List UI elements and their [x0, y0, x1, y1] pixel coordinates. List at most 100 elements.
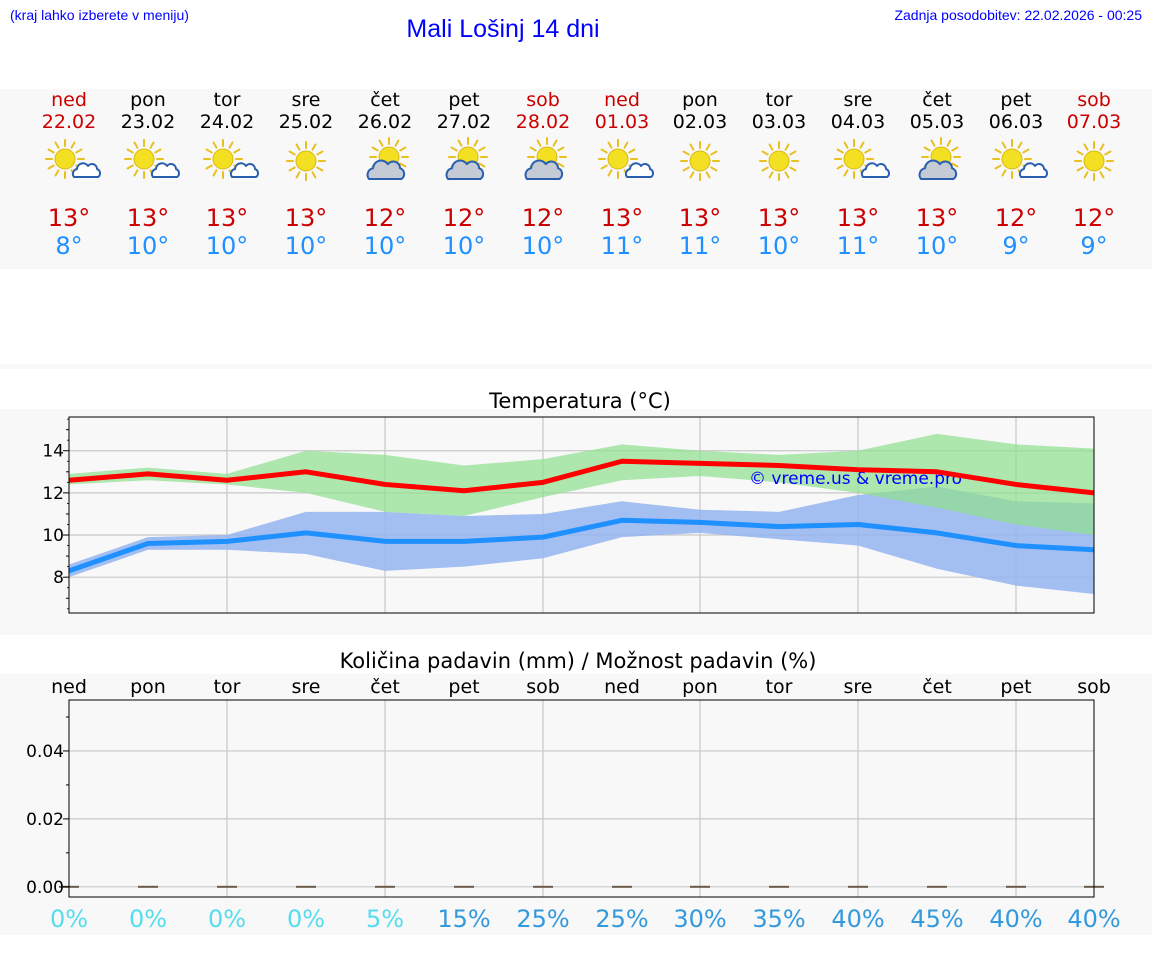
temperature-lines — [68, 458, 1095, 574]
sun-icon — [680, 141, 720, 181]
day-label: ned — [51, 676, 87, 698]
precip-bar — [690, 885, 710, 888]
precip-bar — [769, 885, 789, 888]
sun-icon — [759, 141, 799, 181]
cloud-shape — [624, 162, 654, 178]
max-temp-line — [68, 458, 1095, 496]
sun-shape — [598, 139, 638, 179]
temperature-y-axis: 8 10 12 14 — [42, 418, 69, 610]
precip-bar — [612, 885, 632, 888]
sun-shape — [203, 139, 243, 179]
day-column: tor 03.03 13° 10° — [740, 89, 818, 260]
day-date: 26.02 — [357, 111, 413, 133]
y-tick-label: 10 — [42, 526, 64, 546]
temperature-range-bands — [69, 433, 1094, 595]
forecast-band — [0, 89, 1152, 269]
temp-max: 13° — [284, 204, 328, 232]
precip-probability: 35% — [752, 905, 805, 933]
day-name: ned — [51, 89, 87, 111]
precip-probability: 40% — [989, 905, 1042, 933]
day-label: čet — [922, 676, 952, 698]
sun-icon — [286, 141, 326, 181]
temp-min: 10° — [442, 232, 486, 260]
watermark: © vreme.us & vreme.pro — [749, 469, 962, 489]
day-date: 27.02 — [436, 111, 492, 133]
temp-min: 10° — [915, 232, 959, 260]
day-date: 05.03 — [909, 111, 965, 133]
day-label: pet — [448, 676, 479, 698]
precip-probability: 45% — [910, 905, 963, 933]
cloud-shape — [445, 159, 485, 180]
y-tick-label: 14 — [42, 442, 64, 462]
day-name: sre — [843, 89, 873, 111]
day-name: tor — [765, 89, 793, 111]
day-name: sob — [526, 89, 560, 111]
temp-min: 11° — [836, 232, 880, 260]
precipitation-plot-frame — [68, 699, 1095, 898]
day-column: sob 28.02 12° 10° — [504, 89, 582, 260]
day-column: pon 23.02 13° 10° — [109, 89, 187, 260]
temp-min: 9° — [1002, 232, 1030, 260]
day-column: čet 05.03 13° 10° — [898, 89, 976, 260]
sun-cloud-icon — [45, 139, 101, 179]
sun-icon — [1074, 141, 1114, 181]
day-label: pon — [130, 676, 166, 698]
day-column: čet 26.02 12° 10° — [346, 89, 424, 260]
cloud-shape — [71, 162, 101, 178]
day-column: ned 01.03 13° 11° — [583, 89, 661, 260]
precip-probability: 0% — [50, 905, 88, 933]
sun-cloud-icon — [598, 139, 654, 179]
day-date: 02.03 — [672, 111, 728, 133]
precip-bar — [454, 885, 474, 888]
day-column: ned 22.02 13° 8° — [30, 89, 108, 260]
temp-min: 10° — [521, 232, 565, 260]
temp-max: 13° — [205, 204, 249, 232]
location-hint: (kraj lahko izberete v meniju) — [10, 7, 189, 23]
day-label: pet — [1000, 676, 1031, 698]
precip-probability: 25% — [516, 905, 569, 933]
temp-max: 13° — [678, 204, 722, 232]
day-column: sob 07.03 12° 9° — [1055, 89, 1133, 260]
temperature-chart-title: Temperatura (°C) — [488, 389, 671, 413]
day-column: tor 24.02 13° 10° — [188, 89, 266, 260]
y-tick-label: 0.00 — [26, 878, 64, 898]
precip-probability: 25% — [595, 905, 648, 933]
max-range-band — [69, 433, 1094, 536]
cloud-shape — [229, 162, 259, 178]
temp-max: 12° — [994, 204, 1038, 232]
cloud-sun-icon — [918, 137, 961, 180]
day-name: čet — [370, 89, 400, 111]
cloud-sun-icon — [366, 137, 409, 180]
temp-max: 12° — [1072, 204, 1116, 232]
day-name: pon — [682, 89, 718, 111]
precip-probability: 15% — [437, 905, 490, 933]
day-name: pet — [1000, 89, 1032, 111]
precip-probability: 30% — [673, 905, 726, 933]
day-date: 28.02 — [515, 111, 571, 133]
temp-max: 12° — [363, 204, 407, 232]
precip-bar — [296, 885, 316, 888]
precip-bar — [533, 885, 553, 888]
day-label: sre — [844, 676, 873, 698]
day-name: tor — [213, 89, 241, 111]
day-column: sre 04.03 13° 11° — [819, 89, 897, 260]
cloud-shape — [150, 162, 180, 178]
sun-cloud-icon — [203, 139, 259, 179]
temperature-chart: Temperatura (°C) © vreme.us & vreme.pro … — [42, 389, 1095, 614]
day-column: pet 06.03 12° 9° — [977, 89, 1055, 260]
cloud-shape — [860, 162, 890, 178]
precipitation-grid — [69, 700, 1094, 897]
cloud-sun-icon — [445, 137, 488, 180]
day-date: 06.03 — [988, 111, 1044, 133]
temp-max: 12° — [521, 204, 565, 232]
day-label: tor — [766, 676, 793, 698]
day-date: 07.03 — [1066, 111, 1122, 133]
temp-min: 10° — [284, 232, 328, 260]
y-tick-label: 0.04 — [26, 742, 64, 762]
precip-bar — [927, 885, 947, 888]
precipitation-chart: Količina padavin (mm) / Možnost padavin … — [26, 649, 1121, 933]
y-tick-label: 0.02 — [26, 810, 64, 830]
day-date: 01.03 — [594, 111, 650, 133]
day-date: 23.02 — [120, 111, 176, 133]
day-date: 04.03 — [830, 111, 886, 133]
